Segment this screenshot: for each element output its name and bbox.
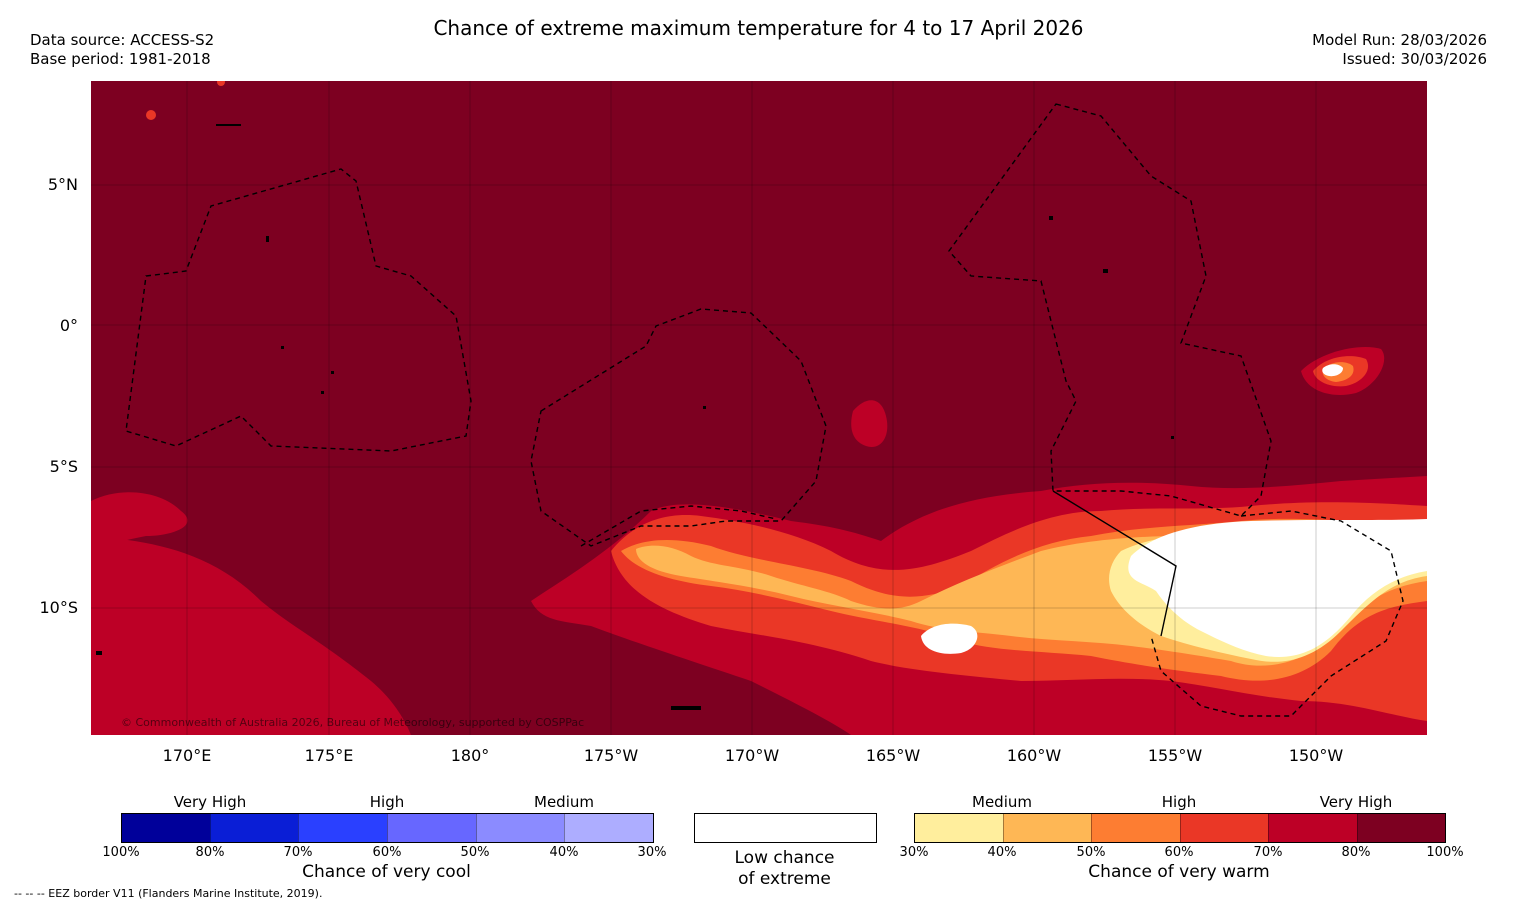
eez-french-polynesia — [1150, 510, 1404, 717]
lon-label-175w: 175°W — [583, 746, 639, 765]
high-warm-band-south-west — [91, 536, 411, 735]
warm-tick: 40% — [987, 845, 1017, 860]
lon-label-175e: 175°E — [304, 746, 354, 765]
warm-swatch-30-40 — [915, 814, 1003, 842]
lon-label-160w: 160°W — [1006, 746, 1062, 765]
forecast-map: © Commonwealth of Australia 2026, Bureau… — [91, 81, 1427, 735]
cool-tick: 30% — [637, 845, 667, 860]
lon-label-155w: 155°W — [1147, 746, 1203, 765]
eez-kiribati-line — [948, 103, 1272, 517]
lon-label-170e: 170°E — [162, 746, 212, 765]
issued-date: Issued: 30/03/2026 — [1342, 50, 1487, 68]
low-chance-patch — [921, 623, 978, 654]
cool-tick: 70% — [283, 845, 313, 860]
lat-label-10s: 10°S — [39, 598, 78, 617]
warm-tick: 70% — [1253, 845, 1283, 860]
lon-label-170w: 170°W — [724, 746, 780, 765]
cool-cat-high: High — [369, 793, 405, 811]
warm-cat-very-high: Very High — [1319, 793, 1393, 811]
low-chance-line1: Low chance — [734, 848, 835, 868]
warm-colorbar — [914, 813, 1446, 843]
warm-cat-medium: Medium — [972, 793, 1032, 811]
warm-swatch-40-50 — [1002, 814, 1091, 842]
warm-tick: 60% — [1164, 845, 1194, 860]
cool-swatch-60-70 — [298, 814, 388, 842]
warm-tick: 100% — [1426, 845, 1464, 860]
lat-label-0: 0° — [59, 316, 78, 335]
cool-tick: 40% — [549, 845, 579, 860]
warm-swatch-50-60 — [1091, 814, 1180, 842]
lon-label-165w: 165°W — [865, 746, 921, 765]
cool-tick: 100% — [102, 845, 140, 860]
data-source: Data source: ACCESS-S2 — [30, 31, 215, 49]
warm-swatch-80-100 — [1356, 814, 1445, 842]
cool-swatch-70-80 — [209, 814, 299, 842]
high-warm-band — [91, 492, 188, 551]
graticule — [91, 81, 1427, 735]
warm-tick: 80% — [1341, 845, 1371, 860]
cool-swatch-50-60 — [387, 814, 476, 842]
warm-legend-title: Chance of very warm — [1088, 862, 1270, 882]
cool-cat-medium: Medium — [534, 793, 594, 811]
low-chance-swatch — [694, 813, 877, 843]
warm-tick: 50% — [1076, 845, 1106, 860]
warm-swatch-60-70 — [1179, 814, 1268, 842]
lon-label-150w: 150°W — [1288, 746, 1344, 765]
low-chance-label: Low chance of extreme — [694, 848, 875, 890]
low-chance-line2: of extreme — [738, 869, 831, 889]
islands — [96, 81, 1174, 710]
cool-colorbar — [121, 813, 654, 843]
warm-tick: 30% — [899, 845, 929, 860]
eez-boundary-solid — [1052, 490, 1177, 637]
data-source-info: Data source: ACCESS-S2 Base period: 1981… — [30, 31, 214, 69]
cool-swatch-40-50 — [475, 814, 565, 842]
cool-swatch-30-40 — [564, 814, 654, 842]
cool-cat-very-high: Very High — [173, 793, 247, 811]
cool-tick: 60% — [372, 845, 402, 860]
lat-label-5s: 5°S — [49, 457, 78, 476]
warm-swatch-70-80 — [1268, 814, 1357, 842]
model-run-info: Model Run: 28/03/2026 Issued: 30/03/2026 — [1312, 31, 1487, 69]
eez-footnote: -- -- -- EEZ border V11 (Flanders Marine… — [14, 887, 323, 900]
low-chance-hotspot — [1322, 364, 1343, 377]
low-chance-region — [1128, 519, 1427, 657]
warm-cat-high: High — [1161, 793, 1197, 811]
cool-legend-title: Chance of very cool — [302, 862, 471, 882]
base-period: Base period: 1981-2018 — [30, 50, 211, 68]
high-warm-blob — [851, 400, 888, 447]
copyright-text: © Commonwealth of Australia 2026, Bureau… — [121, 716, 584, 729]
map-title: Chance of extreme maximum temperature fo… — [433, 16, 1084, 40]
cool-tick: 80% — [195, 845, 225, 860]
cool-swatch-80-100 — [122, 814, 210, 842]
cool-tick: 50% — [460, 845, 490, 860]
eez-cook-islands — [580, 505, 777, 547]
model-run: Model Run: 28/03/2026 — [1312, 31, 1487, 49]
lon-label-180: 180° — [450, 746, 490, 765]
lat-label-5n: 5°N — [47, 175, 78, 194]
eez-borders — [125, 103, 1404, 717]
